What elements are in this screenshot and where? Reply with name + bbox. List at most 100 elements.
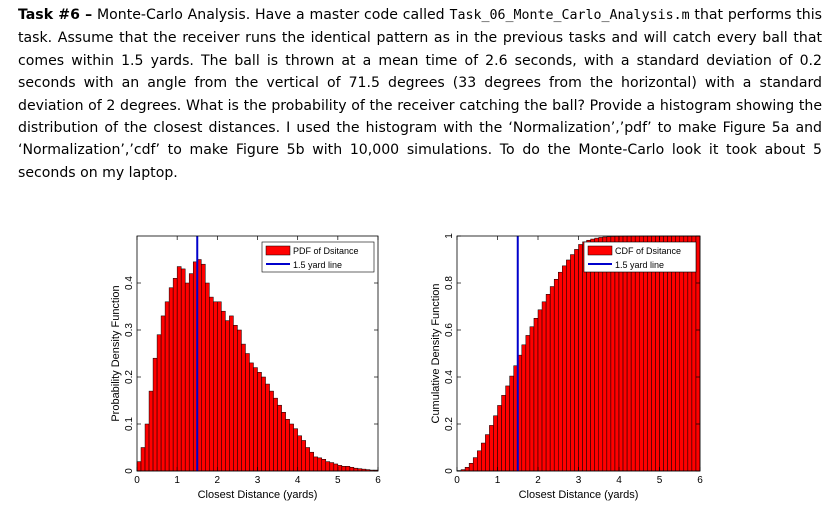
histogram-bar (533, 318, 539, 472)
legend-label-yard-line: 1.5 yard line (293, 260, 342, 270)
y-tick-label: 0.2 (444, 417, 455, 431)
y-axis-label: Cumulative Density Function (430, 283, 442, 423)
histogram-bar (273, 397, 278, 472)
histogram-bar (148, 390, 154, 472)
x-tick-label: 5 (657, 475, 663, 486)
histogram-bar (337, 465, 343, 472)
histogram-bar (253, 367, 258, 472)
histogram-bar (541, 301, 547, 472)
histogram-bar (695, 235, 701, 472)
histogram-bar (144, 423, 150, 472)
histogram-bar (237, 329, 242, 472)
histogram-bar (349, 466, 355, 472)
histogram-bar (341, 466, 347, 472)
histogram-bar (529, 326, 535, 472)
x-tick-label: 4 (295, 475, 301, 486)
task-body: that performs this task. Assume that the… (18, 7, 822, 181)
y-tick-label: 0.2 (124, 370, 135, 384)
histogram-bar (297, 435, 302, 472)
legend-label-histogram: PDF of Dsitance (293, 246, 359, 256)
histogram-bar (172, 278, 178, 472)
histogram-bar (333, 463, 339, 472)
y-tick-label: 0 (444, 468, 455, 474)
histogram-bar (325, 461, 331, 472)
y-tick-label: 0 (124, 468, 135, 474)
legend-swatch-bars (265, 245, 291, 256)
histogram-bar (481, 442, 486, 472)
histogram-bar (598, 237, 604, 472)
histogram-bar (578, 244, 583, 472)
histogram-bar (485, 434, 490, 472)
y-tick-label: 0.6 (444, 323, 455, 337)
histogram-bar (265, 383, 270, 472)
histogram-bar (257, 372, 262, 472)
y-tick-label: 0.8 (444, 276, 455, 290)
x-axis-label: Closest Distance (yards) (198, 489, 318, 501)
legend-label-histogram: CDF of Dsitance (615, 246, 681, 256)
y-tick-label: 1 (444, 233, 455, 239)
y-tick-label: 0.3 (124, 323, 135, 337)
histogram-bar (493, 415, 498, 472)
x-tick-label: 6 (375, 475, 381, 486)
histogram-bar (201, 263, 206, 472)
histogram-bar (217, 301, 222, 472)
histogram-bar (489, 425, 494, 472)
histogram-bar (152, 357, 158, 472)
histogram-bar (464, 466, 470, 472)
histogram-bar (309, 451, 314, 472)
histogram-bar (160, 315, 166, 472)
histogram-bar (269, 390, 274, 472)
x-tick-label: 0 (454, 475, 460, 486)
pdf-histogram-chart: 0 1 2 3 4 5 6 0 0.1 0.2 0.3 0.4 Closest Distance (ya… (110, 235, 381, 501)
histogram-bar (477, 450, 482, 472)
histogram-bar (209, 296, 214, 472)
histogram-bar (188, 273, 194, 472)
histogram-bar (590, 238, 595, 472)
histogram-bar (472, 457, 478, 472)
histogram-bar (549, 286, 555, 472)
histogram-bar (329, 462, 335, 472)
histogram-bar (213, 301, 218, 472)
histogram-bar (205, 282, 210, 472)
histogram-bar (566, 259, 571, 472)
histogram-bar (545, 294, 551, 472)
histogram-bar (574, 249, 579, 472)
y-tick-label: 0.4 (444, 370, 455, 384)
histogram-bar (289, 423, 294, 472)
histogram-bar (277, 404, 282, 472)
histogram-bar (184, 282, 190, 472)
x-tick-label: 5 (335, 475, 341, 486)
histogram-bar (285, 419, 290, 472)
histogram-bar (501, 395, 506, 472)
histogram-bar (229, 315, 234, 472)
histogram-bar (180, 268, 186, 472)
histogram-bar (136, 461, 142, 472)
x-tick-label: 0 (134, 475, 140, 486)
histogram-bar (281, 412, 286, 472)
histogram-bar (570, 254, 575, 472)
histogram-bar (313, 456, 319, 472)
histogram-bar (353, 467, 359, 472)
histogram-bar (525, 335, 531, 472)
x-tick-label: 2 (215, 475, 221, 486)
histogram-bar (509, 375, 514, 472)
histogram-bar (586, 239, 591, 472)
task-paragraph: Task #6 – Monte-Carlo Analysis. Have a m… (18, 4, 822, 184)
histogram-bar (321, 459, 327, 472)
cdf-histogram-chart: 0 1 2 3 4 5 6 0 0.2 0.4 0.6 0.8 1 Closest Distance (y… (430, 233, 703, 501)
y-tick-label: 0.1 (124, 417, 135, 431)
histogram-bar (558, 271, 563, 472)
histogram-bar (293, 428, 298, 472)
histogram-bar (594, 237, 599, 472)
histogram-bar (233, 325, 238, 472)
histogram-bar (345, 466, 351, 472)
histogram-bar (582, 241, 587, 472)
x-tick-label: 4 (616, 475, 622, 486)
x-tick-label: 3 (576, 475, 582, 486)
histogram-bar (521, 344, 527, 472)
histogram-bar (249, 362, 254, 472)
y-axis-label: Probability Density Function (110, 285, 122, 421)
histogram-bar (241, 343, 246, 472)
task-intro: Monte-Carlo Analysis. Have a master code… (92, 7, 450, 23)
histogram-bar (468, 462, 474, 472)
